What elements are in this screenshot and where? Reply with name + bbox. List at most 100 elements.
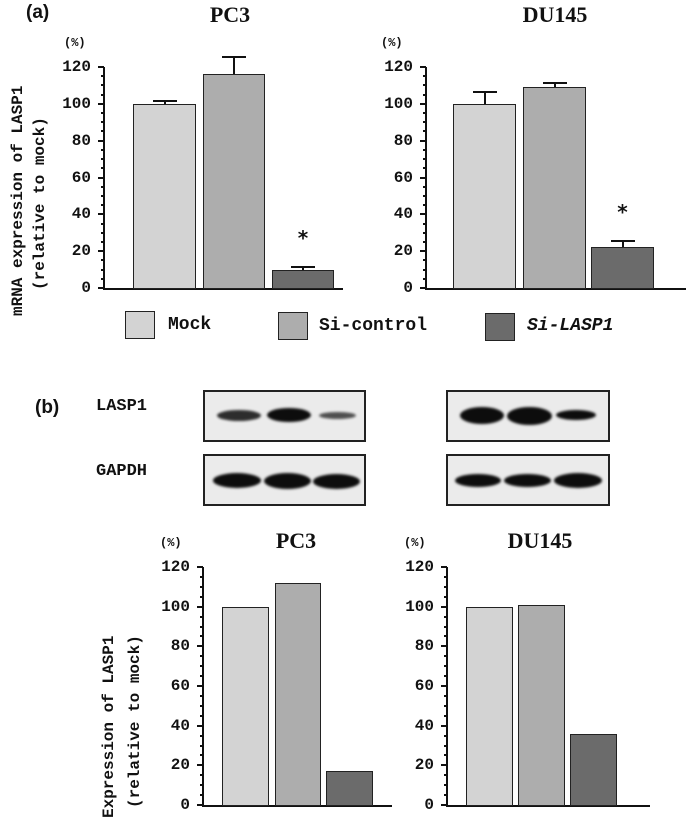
y-tick-label: 120 xyxy=(161,558,190,576)
blot-band xyxy=(264,473,311,489)
y-major-tick xyxy=(98,139,104,142)
panel-b-label: (b) xyxy=(35,397,60,418)
legend-label-si-control: Si-control xyxy=(319,316,428,336)
error-bar xyxy=(621,240,624,248)
y-minor-tick xyxy=(444,655,447,658)
y-minor-tick xyxy=(101,167,104,170)
y-tick-label: 80 xyxy=(414,637,434,656)
y-minor-tick xyxy=(101,93,104,96)
y-major-tick xyxy=(197,605,203,608)
y-minor-tick xyxy=(200,595,203,598)
y-major-tick xyxy=(98,102,104,105)
y-major-tick xyxy=(441,566,447,568)
y-minor-tick xyxy=(423,130,426,133)
error-bar xyxy=(553,81,556,88)
y-tick-label: 60 xyxy=(170,677,190,695)
y-minor-tick xyxy=(444,774,447,777)
y-minor-tick xyxy=(101,84,104,87)
y-minor-tick xyxy=(444,595,447,598)
y-major-tick xyxy=(420,66,426,68)
y-major-tick xyxy=(98,66,104,68)
chart-title: PC3 xyxy=(275,528,317,553)
y-tick-label: 100 xyxy=(405,597,434,616)
y-tick-label: 120 xyxy=(384,58,413,76)
y-major-tick xyxy=(420,176,426,179)
y-minor-tick xyxy=(101,148,104,151)
y-minor-tick xyxy=(101,231,104,234)
y-minor-tick xyxy=(444,784,447,787)
y-minor-tick xyxy=(200,704,203,707)
y-tick-label: 120 xyxy=(62,58,91,76)
y-tick-label: 100 xyxy=(384,94,413,113)
blot-band xyxy=(267,408,311,422)
y-major-tick xyxy=(441,764,447,767)
y-major-tick xyxy=(197,764,203,767)
y-minor-tick xyxy=(200,794,203,797)
y-major-tick xyxy=(420,250,426,253)
y-minor-tick xyxy=(200,754,203,757)
y-minor-tick xyxy=(423,148,426,151)
y-minor-tick xyxy=(101,222,104,225)
bar-mock xyxy=(466,606,513,806)
blot-band xyxy=(319,412,356,419)
y-tick-label: 100 xyxy=(161,597,190,616)
error-bar-cap xyxy=(291,265,315,268)
y-major-tick xyxy=(98,287,104,289)
error-bar-cap xyxy=(542,81,567,84)
significance-star: * xyxy=(297,225,309,250)
legend-swatch-si-lasp1 xyxy=(485,313,515,341)
y-major-tick xyxy=(420,102,426,105)
y-minor-tick xyxy=(423,185,426,188)
y-minor-tick xyxy=(444,754,447,757)
panel-a-label: (a) xyxy=(26,2,50,23)
panel-b-ylabel-line2: (relative to mock) xyxy=(126,635,144,808)
y-minor-tick xyxy=(200,774,203,777)
chart-title: DU145 xyxy=(522,2,588,27)
blot-band xyxy=(504,474,551,487)
y-minor-tick xyxy=(423,75,426,78)
y-minor-tick xyxy=(101,194,104,197)
y-tick-label: 120 xyxy=(405,558,434,576)
y-minor-tick xyxy=(423,277,426,280)
error-bar xyxy=(233,55,235,75)
blot-band xyxy=(455,474,501,487)
bar-si-lasp1 xyxy=(326,771,373,806)
blot-label-lasp1: LASP1 xyxy=(96,397,148,416)
y-minor-tick xyxy=(101,277,104,280)
y-minor-tick xyxy=(200,694,203,697)
bar-mock xyxy=(453,103,516,289)
chart-title: DU145 xyxy=(507,528,573,553)
y-minor-tick xyxy=(423,259,426,262)
y-major-tick xyxy=(441,724,447,727)
y-tick-label: 20 xyxy=(393,242,413,261)
y-axis xyxy=(202,567,204,807)
x-axis xyxy=(425,288,686,290)
y-minor-tick xyxy=(423,121,426,124)
y-tick-label: 20 xyxy=(71,242,91,261)
y-minor-tick xyxy=(444,734,447,737)
y-minor-tick xyxy=(200,575,203,578)
y-minor-tick xyxy=(423,84,426,87)
y-minor-tick xyxy=(423,204,426,207)
y-minor-tick xyxy=(423,268,426,271)
y-major-tick xyxy=(420,213,426,216)
y-minor-tick xyxy=(101,185,104,188)
chart-title: PC3 xyxy=(209,2,251,27)
y-minor-tick xyxy=(200,615,203,618)
legend-label-si-lasp1: Si-LASP1 xyxy=(527,316,614,336)
bar-si-control xyxy=(518,604,565,806)
y-tick-label: 20 xyxy=(414,756,434,775)
y-major-tick xyxy=(441,804,447,806)
significance-star: * xyxy=(617,200,628,225)
bar-si-control xyxy=(203,74,265,289)
y-minor-tick xyxy=(444,635,447,638)
y-minor-tick xyxy=(444,675,447,678)
y-minor-tick xyxy=(101,259,104,262)
y-minor-tick xyxy=(101,130,104,133)
bar-mock xyxy=(133,103,196,289)
error-bar-cap xyxy=(610,240,635,243)
blot-band xyxy=(313,474,360,489)
y-minor-tick xyxy=(200,585,203,588)
y-axis xyxy=(103,67,105,290)
y-minor-tick xyxy=(200,744,203,747)
